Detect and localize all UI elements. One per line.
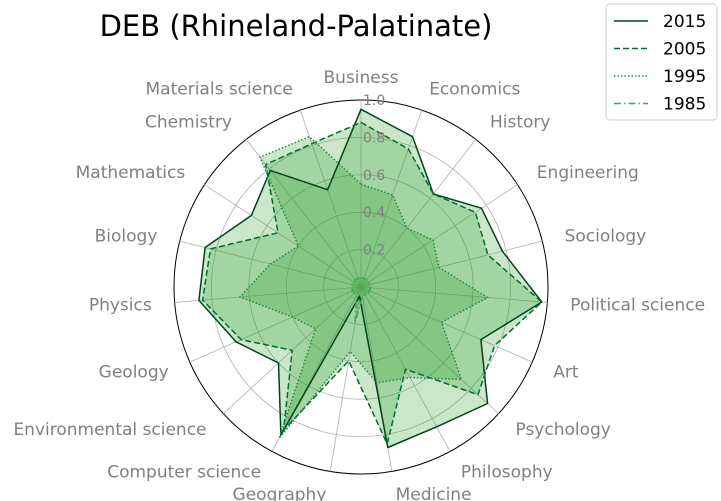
radial-tick-label: 0.4 [363,205,385,221]
legend-label: 2015 [663,12,706,32]
category-label: Sociology [565,226,647,246]
grid-spoke [174,286,362,303]
series-fill-2005 [202,122,542,444]
grid-spoke [360,184,518,288]
grid-spoke [360,240,543,288]
series-fill-2015 [198,109,542,448]
grid-spoke [360,139,477,288]
legend: 2015 2005 1995 1985 [605,3,718,121]
category-label: Psychology [516,420,611,440]
series-fill-1995 [239,136,488,439]
category-label: Geography [233,485,327,501]
category-label: Philosophy [461,463,553,483]
legend-box [605,3,718,121]
grid-spoke [360,110,423,288]
category-label: Mathematics [76,163,186,183]
category-label: Political science [570,295,705,315]
grid-spoke [360,286,533,363]
category-label: History [490,112,550,132]
category-label: Physics [89,295,152,315]
category-label: Art [553,362,579,382]
category-label: Chemistry [145,112,232,132]
legend-label: 1985 [663,95,706,115]
radial-tick-label: 1.0 [363,93,385,109]
series-line-2015 [198,108,543,449]
grid-spoke [189,286,362,363]
category-label: Business [324,68,399,88]
category-label: Computer science [107,463,261,483]
category-label: Medicine [396,485,472,501]
series-line-1995 [239,135,489,440]
radial-tick-label: 0.2 [363,243,385,259]
grid-spoke [360,286,499,414]
category-label: Economics [429,79,520,99]
radial-tick-labels: 0.2 0.4 0.6 0.8 1.0 [363,93,385,259]
grid-spoke [299,110,362,288]
legend-label: 2005 [663,40,706,60]
category-label: Geology [99,362,169,382]
radial-tick-label: 0.6 [363,168,385,184]
chart-title: DEB (Rhineland-Palatinate) [100,9,493,43]
series-fills [198,109,542,448]
category-label: Engineering [537,163,639,183]
series-line-2005 [201,121,543,445]
series-lines [198,108,543,449]
radial-tick-label: 0.8 [363,130,385,146]
legend-label: 1995 [663,67,706,87]
grid-spoke [204,184,362,288]
category-labels: Business Economics History Engineering Socio… [13,68,705,501]
category-label: Materials science [146,79,293,99]
category-label: Environmental science [13,420,206,440]
category-label: Biology [95,226,158,246]
grid-spoke [360,286,548,303]
